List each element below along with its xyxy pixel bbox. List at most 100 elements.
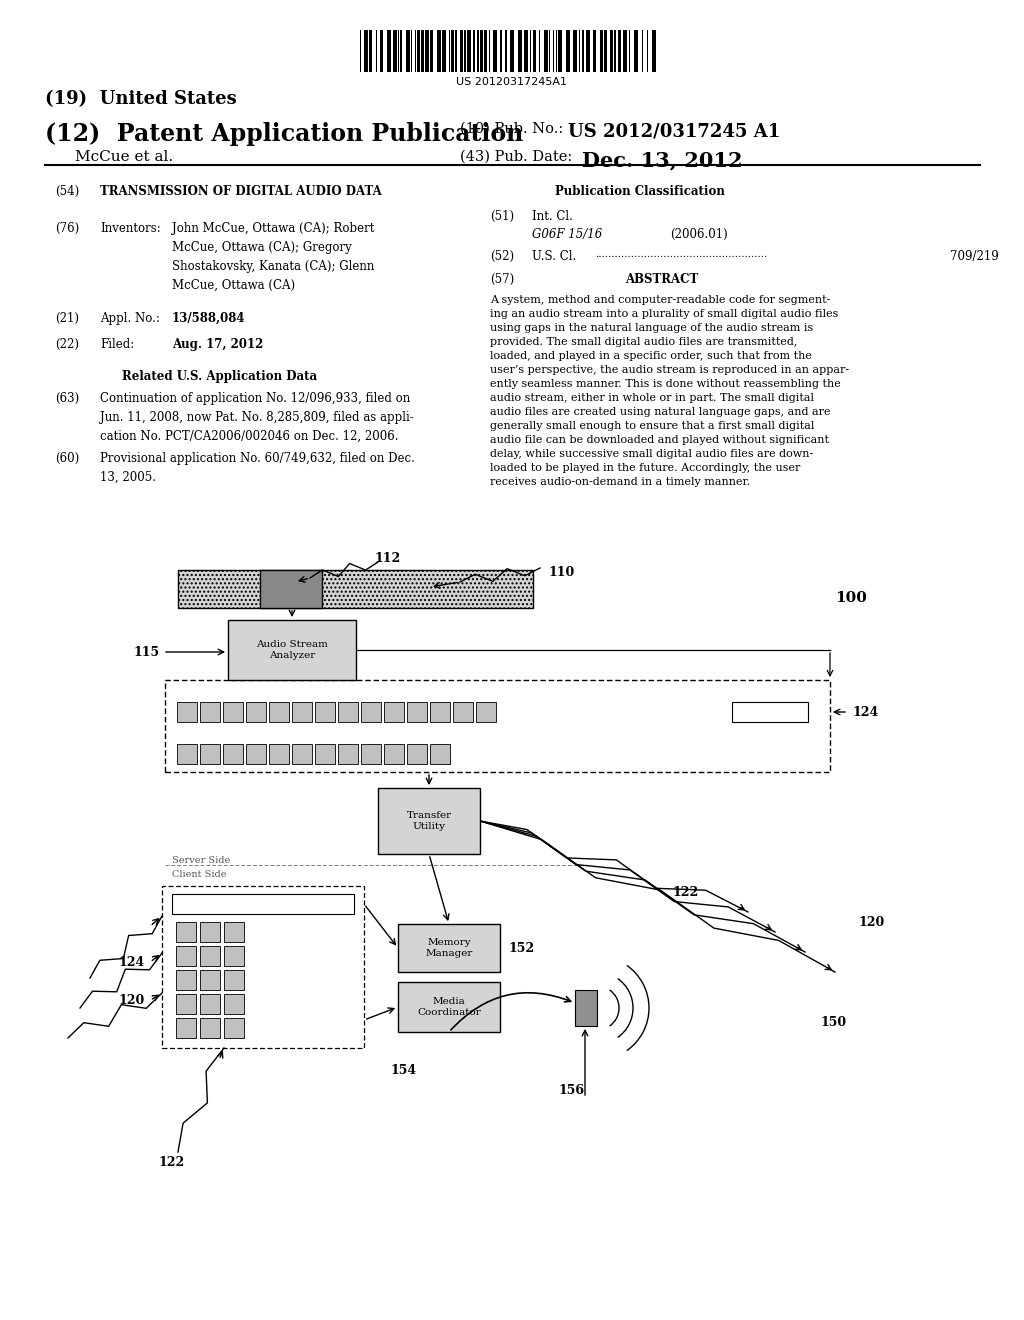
- Text: (43) Pub. Date:: (43) Pub. Date:: [460, 150, 572, 164]
- Bar: [223, 702, 243, 722]
- Bar: [610, 30, 613, 73]
- Bar: [315, 702, 335, 722]
- Text: 150: 150: [820, 1015, 846, 1028]
- Bar: [453, 702, 473, 722]
- Bar: [449, 30, 450, 73]
- Text: Transfer
Utility: Transfer Utility: [407, 810, 452, 832]
- Bar: [456, 30, 457, 73]
- Text: Dec. 13, 2012: Dec. 13, 2012: [582, 150, 742, 170]
- Text: Publication Classification: Publication Classification: [555, 185, 725, 198]
- Text: 152: 152: [508, 941, 535, 954]
- Bar: [430, 702, 450, 722]
- Bar: [437, 30, 441, 73]
- Bar: [200, 744, 220, 764]
- Bar: [369, 30, 372, 73]
- Text: John McCue, Ottawa (CA); Robert
McCue, Ottawa (CA); Gregory
Shostakovsky, Kanata: John McCue, Ottawa (CA); Robert McCue, O…: [172, 222, 375, 292]
- Bar: [461, 30, 463, 73]
- Bar: [176, 921, 196, 942]
- Text: Audio Stream
Analyzer: Audio Stream Analyzer: [256, 640, 328, 660]
- Text: 110: 110: [548, 565, 574, 578]
- Bar: [529, 30, 530, 73]
- Bar: [493, 30, 497, 73]
- Bar: [228, 620, 356, 680]
- Text: Appl. No.:: Appl. No.:: [100, 312, 160, 325]
- Bar: [176, 970, 196, 990]
- Bar: [539, 30, 540, 73]
- Bar: [338, 702, 358, 722]
- Text: McCue et al.: McCue et al.: [75, 150, 173, 164]
- Bar: [634, 30, 638, 73]
- Text: 122: 122: [158, 1155, 184, 1168]
- Bar: [489, 30, 490, 73]
- Bar: [392, 30, 396, 73]
- Bar: [246, 744, 266, 764]
- Bar: [464, 30, 466, 73]
- Text: (21): (21): [55, 312, 79, 325]
- Bar: [600, 30, 602, 73]
- Text: (63): (63): [55, 392, 79, 405]
- Text: (12)  Patent Application Publication: (12) Patent Application Publication: [45, 121, 523, 147]
- Bar: [484, 30, 486, 73]
- Text: 120: 120: [858, 916, 885, 928]
- Text: (19)  United States: (19) United States: [45, 90, 237, 108]
- Bar: [442, 30, 446, 73]
- Bar: [558, 30, 562, 73]
- Bar: [292, 702, 312, 722]
- Text: 100: 100: [835, 591, 867, 605]
- Bar: [553, 30, 554, 73]
- Bar: [224, 946, 244, 966]
- Bar: [505, 30, 507, 73]
- Bar: [176, 946, 196, 966]
- Bar: [430, 744, 450, 764]
- Bar: [177, 744, 197, 764]
- Bar: [223, 744, 243, 764]
- Bar: [624, 30, 628, 73]
- Bar: [407, 702, 427, 722]
- Bar: [200, 994, 220, 1014]
- Bar: [315, 744, 335, 764]
- Bar: [178, 570, 534, 609]
- Text: Media
Coordinator: Media Coordinator: [417, 997, 481, 1018]
- Bar: [614, 30, 615, 73]
- Bar: [380, 30, 383, 73]
- Bar: [549, 30, 551, 73]
- Text: G06F 15/16: G06F 15/16: [532, 228, 602, 242]
- Text: (52): (52): [490, 249, 514, 263]
- Bar: [411, 30, 413, 73]
- Bar: [473, 30, 475, 73]
- Bar: [176, 1018, 196, 1038]
- Bar: [524, 30, 528, 73]
- Bar: [200, 921, 220, 942]
- Text: 120: 120: [118, 994, 144, 1006]
- Bar: [398, 924, 500, 972]
- Text: (60): (60): [55, 451, 79, 465]
- Bar: [544, 30, 548, 73]
- Bar: [400, 30, 401, 73]
- Bar: [376, 30, 377, 73]
- Bar: [566, 30, 570, 73]
- Text: Aug. 17, 2012: Aug. 17, 2012: [172, 338, 263, 351]
- Bar: [361, 702, 381, 722]
- Bar: [292, 744, 312, 764]
- Text: ABSTRACT: ABSTRACT: [625, 273, 698, 286]
- Bar: [338, 744, 358, 764]
- Bar: [200, 702, 220, 722]
- Bar: [575, 990, 597, 1026]
- Bar: [480, 30, 482, 73]
- Bar: [224, 921, 244, 942]
- Bar: [476, 702, 496, 722]
- Bar: [594, 30, 596, 73]
- Bar: [200, 946, 220, 966]
- Bar: [398, 30, 399, 73]
- Bar: [165, 680, 830, 772]
- Bar: [224, 1018, 244, 1038]
- Bar: [500, 30, 502, 73]
- Bar: [176, 994, 196, 1014]
- Text: TRANSMISSION OF DIGITAL AUDIO DATA: TRANSMISSION OF DIGITAL AUDIO DATA: [100, 185, 382, 198]
- Bar: [580, 30, 581, 73]
- Bar: [200, 970, 220, 990]
- Text: Related U.S. Application Data: Related U.S. Application Data: [122, 370, 317, 383]
- Bar: [269, 744, 289, 764]
- Bar: [177, 702, 197, 722]
- Bar: [618, 30, 621, 73]
